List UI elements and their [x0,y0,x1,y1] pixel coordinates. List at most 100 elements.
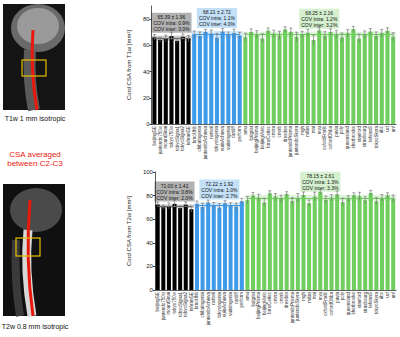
svg-text:pavia: pavia [335,292,340,303]
svg-text:oxfordFmrib: oxfordFmrib [323,292,328,317]
svg-text:milan: milan [305,126,310,137]
svg-text:juntendo750w: juntendo750w [161,291,166,321]
svg-text:queensland: queensland [346,292,351,316]
svg-text:0: 0 [150,287,154,293]
svg-text:brnoUhb: brnoUhb [194,292,199,310]
svg-text:cmrra: cmrra [271,126,276,138]
svg-text:cmrra: cmrra [273,292,278,304]
svg-text:juntendoSkyra: juntendoSkyra [295,292,300,322]
svg-text:cmrrb: cmrrb [279,292,284,304]
svg-text:tokyoSigna2: tokyoSigna2 [180,126,185,151]
svg-text:tehranS: tehranS [368,126,373,142]
svg-text:tokyoSigna2: tokyoSigna2 [183,292,188,317]
svg-text:perform: perform [237,126,242,142]
svg-text:mgh: mgh [300,126,305,135]
svg-text:balgrist: balgrist [251,291,256,306]
svg-text:sherbrooke: sherbrooke [351,292,356,315]
svg-text:vuiisAchieva: vuiisAchieva [220,126,225,152]
svg-text:tokyo750w: tokyo750w [169,125,174,147]
svg-text:poly: poly [340,291,345,300]
svg-text:juntendoAchieva: juntendoAchieva [206,292,211,327]
svg-text:balgrist: balgrist [249,125,254,140]
svg-text:amu: amu [243,126,248,135]
svg-text:COV inter: 2.7%: COV inter: 2.7% [201,193,238,199]
svg-text:juntendoPrisma: juntendoPrisma [290,292,295,325]
svg-text:mni: mni [311,126,316,133]
svg-text:tokyoSigna1: tokyoSigna1 [175,126,180,151]
svg-text:tokyoSigna1: tokyoSigna1 [178,292,183,317]
svg-text:mountSinai: mountSinai [163,126,168,149]
svg-text:nottwil: nottwil [211,292,216,305]
svg-text:brnoUhb: brnoUhb [192,126,197,144]
svg-text:mni: mni [312,292,317,299]
svg-text:amu: amu [245,292,250,301]
svg-text:ubc: ubc [379,125,384,133]
svg-text:queensland: queensland [345,126,350,150]
svg-text:tehranGE: tehranGE [186,126,191,145]
svg-text:unf: unf [391,125,396,132]
svg-text:beijingVerio: beijingVerio [260,126,265,150]
svg-text:sherbrooke: sherbrooke [351,126,356,149]
svg-text:beijingVerio: beijingVerio [262,292,267,316]
svg-text:oxfordOhba: oxfordOhba [328,126,333,150]
svg-text:Cord CSA from T2w [mm²]: Cord CSA from T2w [mm²] [126,196,132,267]
svg-text:juntendoPrisma: juntendoPrisma [288,126,293,159]
svg-text:tokyoIngenia: tokyoIngenia [214,126,219,152]
svg-text:nwu: nwu [318,292,323,301]
svg-text:beijingGE: beijingGE [152,126,157,146]
svg-text:stanford: stanford [357,292,362,309]
svg-text:juntendoAchieva: juntendoAchieva [203,126,208,161]
svg-text:ucl: ucl [385,292,390,298]
svg-text:tokyoIngenia: tokyoIngenia [217,292,222,318]
svg-text:20: 20 [143,95,150,101]
svg-text:40: 40 [143,69,150,75]
svg-text:COV inter: 3.2%: COV inter: 3.2% [301,22,338,28]
svg-text:beijingGE: beijingGE [155,292,160,312]
svg-text:COV inter: 2.0%: COV inter: 2.0% [156,195,193,201]
svg-text:tokyoSkyra: tokyoSkyra [374,292,379,315]
svg-text:60: 60 [143,42,150,48]
svg-text:oxfordFmrib: oxfordFmrib [322,126,327,151]
svg-text:COV inter: 3.0%: COV inter: 3.0% [153,26,190,32]
svg-text:chibaIngenia: chibaIngenia [197,126,202,152]
svg-text:juntendo750w: juntendo750w [158,125,163,155]
svg-text:vuiisAchieva: vuiisAchieva [222,292,227,318]
svg-text:chibaIngenia: chibaIngenia [200,292,205,318]
svg-text:tehranGE: tehranGE [189,292,194,311]
svg-text:brnoCeitec: brnoCeitec [266,125,271,148]
svg-text:100: 100 [143,169,154,175]
svg-text:nwu: nwu [317,126,322,135]
svg-text:ubc: ubc [379,291,384,299]
svg-text:cmrrb: cmrrb [277,126,282,138]
svg-text:strasbourg: strasbourg [362,126,367,148]
svg-text:pavia: pavia [334,126,339,137]
svg-text:beijingPrisma: beijingPrisma [254,126,259,154]
svg-text:dresden: dresden [284,292,289,309]
svg-text:mountSinai: mountSinai [166,292,171,315]
svg-text:tokyoSkyra: tokyoSkyra [374,126,379,149]
svg-text:tehranS: tehranS [368,292,373,308]
svg-text:tokyo750w: tokyo750w [172,291,177,313]
svg-text:cardiff: cardiff [231,125,236,138]
svg-text:cardiff: cardiff [234,291,239,304]
svg-text:80: 80 [146,193,153,199]
svg-text:vuiisIngenia: vuiisIngenia [228,292,233,316]
svg-text:dresden: dresden [283,126,288,143]
svg-text:80: 80 [143,16,150,22]
svg-text:ucl: ucl [385,126,390,132]
svg-text:40: 40 [146,240,153,246]
svg-text:brnoCeitec: brnoCeitec [267,291,272,314]
svg-text:unf: unf [391,291,396,298]
svg-text:COV inter: 4.0%: COV inter: 4.0% [199,21,236,27]
svg-text:perform: perform [239,292,244,308]
svg-text:vuiisIngenia: vuiisIngenia [226,126,231,150]
svg-text:beijingPrisma: beijingPrisma [256,292,261,320]
svg-text:0: 0 [146,121,150,127]
svg-text:mgh: mgh [301,292,306,301]
svg-text:nottwil: nottwil [209,126,214,139]
svg-text:milan: milan [307,292,312,303]
svg-text:juntendoSkyra: juntendoSkyra [294,126,299,156]
svg-text:strasbourg: strasbourg [363,292,368,314]
svg-text:poly: poly [339,125,344,134]
svg-text:stanford: stanford [357,126,362,143]
